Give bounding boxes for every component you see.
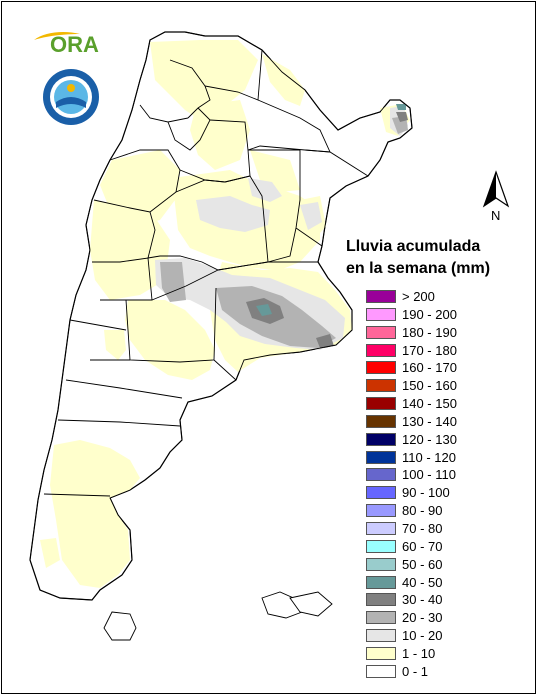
legend-label: 180 - 190 [402,324,457,340]
legend-item: 20 - 30 [366,609,506,627]
legend-label: 60 - 70 [402,538,443,554]
legend-swatch [366,290,396,303]
legend-item: > 200 [366,288,506,306]
legend-title: Lluvia acumulada en la semana (mm) [346,236,526,280]
legend-swatch [366,397,396,411]
legend-item: 120 - 130 [366,431,506,449]
legend-swatch [366,486,396,500]
legend-swatch [366,557,396,571]
legend-item: 30 - 40 [366,591,506,609]
legend-label: 140 - 150 [402,396,457,412]
province-boundaries [29,31,413,601]
legend: > 200 190 - 200 180 - 190 170 - 180 160 - 17… [366,288,506,681]
legend-item: 0 - 1 [366,663,506,681]
rain-zone-40-50 [256,104,406,316]
legend-item: 130 - 140 [366,413,506,431]
legend-swatch [366,414,396,428]
legend-label: 80 - 90 [402,503,443,519]
svg-text:N: N [491,208,500,223]
legend-item: 60 - 70 [366,538,506,556]
legend-item: 190 - 200 [366,306,506,324]
legend-label: 30 - 40 [402,592,443,608]
legend-item: 50 - 60 [366,556,506,574]
legend-label: 160 - 170 [402,360,457,376]
legend-item: 140 - 150 [366,395,506,413]
legend-label: 70 - 80 [402,520,443,536]
legend-title-line1: Lluvia acumulada [346,238,481,255]
legend-swatch [366,539,396,553]
legend-label: 130 - 140 [402,413,457,429]
legend-item: 70 - 80 [366,520,506,538]
legend-swatch [366,646,396,660]
legend-item: 1 - 10 [366,645,506,663]
legend-swatch [366,629,396,643]
legend-swatch [366,593,396,607]
legend-label: 190 - 200 [402,306,457,322]
legend-swatch [366,325,396,339]
legend-label: 100 - 110 [402,467,456,483]
legend-label: 110 - 120 [402,449,456,465]
legend-label: 90 - 100 [402,485,450,501]
svg-text:ORA: ORA [50,32,99,57]
legend-item: 170 - 180 [366,342,506,360]
legend-label: 170 - 180 [402,342,457,358]
legend-item: 150 - 160 [366,377,506,395]
legend-swatch [366,521,396,535]
ora-logo: ORA [34,32,99,57]
legend-label: > 200 [402,289,435,304]
legend-label: 0 - 1 [402,663,429,679]
legend-label: 10 - 20 [402,628,443,644]
legend-swatch [366,307,396,321]
legend-swatch [366,450,396,464]
legend-label: 1 - 10 [402,645,436,661]
legend-swatch [366,468,396,482]
legend-swatch [366,504,396,518]
legend-swatch [366,611,396,625]
legend-item: 80 - 90 [366,502,506,520]
legend-label: 50 - 60 [402,556,443,572]
legend-label: 20 - 30 [402,610,443,626]
legend-item: 110 - 120 [366,449,506,467]
legend-item: 100 - 110 [366,466,506,484]
malvinas-islands [261,591,333,619]
legend-item: 160 - 170 [366,359,506,377]
legend-label: 40 - 50 [402,574,443,590]
legend-swatch [366,361,396,375]
legend-swatch [366,575,396,589]
tierra-del-fuego [103,611,137,641]
legend-title-line2: en la semana (mm) [346,260,491,277]
legend-label: 120 - 130 [402,431,457,447]
legend-swatch [366,664,396,678]
legend-item: 10 - 20 [366,627,506,645]
legend-swatch [366,379,396,393]
smn-logo [43,69,99,125]
legend-item: 90 - 100 [366,484,506,502]
legend-swatch [366,343,396,357]
legend-swatch [366,432,396,446]
legend-item: 40 - 50 [366,574,506,592]
legend-item: 180 - 190 [366,324,506,342]
legend-label: 150 - 160 [402,378,457,394]
north-arrow-icon: N [482,170,510,223]
